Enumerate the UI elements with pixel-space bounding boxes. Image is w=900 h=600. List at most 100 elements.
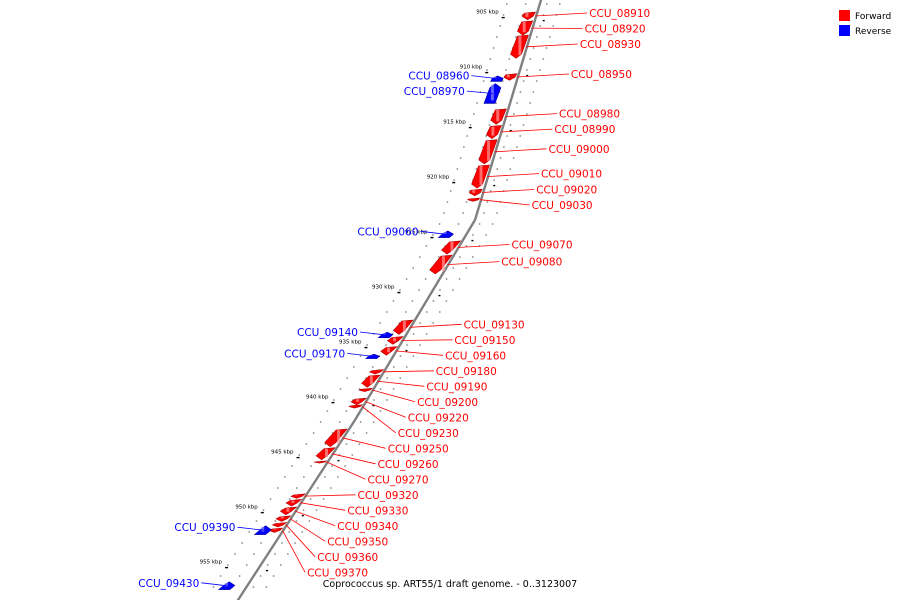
guide-dot <box>412 333 415 335</box>
guide-dot <box>465 267 468 269</box>
guide-dot <box>419 322 422 324</box>
guide-dot <box>515 36 517 38</box>
gene-label: CCU_09000 <box>549 144 610 156</box>
guide-dot <box>502 14 505 16</box>
gene-highlight <box>479 166 483 186</box>
gene-label: CCU_09250 <box>388 443 449 455</box>
guide-dot <box>509 124 512 126</box>
gene-label: CCU_09080 <box>501 257 562 269</box>
gene-label: CCU_09350 <box>327 536 388 548</box>
guide-dot <box>265 586 268 588</box>
guide-dot <box>392 300 395 302</box>
guide-dot <box>529 58 532 60</box>
guide-dot <box>505 69 507 71</box>
guide-dot <box>542 58 545 60</box>
gene-arrow <box>268 527 284 533</box>
gene-highlight <box>490 84 494 101</box>
gene-highlight <box>450 241 454 252</box>
guide-dot <box>392 366 395 368</box>
gene-highlight <box>487 140 491 161</box>
gene-label: CCU_09030 <box>532 200 593 212</box>
genome-caption: Coprococcus sp. ART55/1 draft genome. - … <box>323 579 577 590</box>
tick-label: 950 kbp <box>235 505 258 511</box>
guide-dot <box>462 212 464 214</box>
guide-dot <box>399 377 402 379</box>
guide-dot <box>486 69 488 71</box>
guide-dot <box>339 388 342 390</box>
guide-dot <box>545 47 548 49</box>
gene-arrow <box>313 460 328 464</box>
gene-label: CCU_09330 <box>347 505 408 517</box>
guide-dot <box>418 256 421 258</box>
gene-highlight <box>369 376 373 385</box>
genome-backbone <box>236 0 543 600</box>
gene-label: CCU_09170 <box>284 348 345 360</box>
tick-label: 930 kbp <box>372 285 395 291</box>
tick-label: 955 kbp <box>200 560 223 566</box>
guide-dot <box>539 25 542 27</box>
gene-arrow <box>358 387 373 392</box>
guide-dot <box>288 498 291 500</box>
guide-dot <box>295 487 298 489</box>
guide-dot <box>386 399 388 401</box>
guide-dot <box>526 69 528 71</box>
guide-dot <box>295 520 298 522</box>
gene-label: CCU_09230 <box>398 428 459 440</box>
guide-dot <box>359 421 362 423</box>
gene-leader-line <box>326 461 366 480</box>
gene-highlight <box>337 430 341 444</box>
guide-dot <box>432 322 435 324</box>
gene-leader-line <box>409 323 462 328</box>
guide-dot <box>432 300 435 302</box>
gene-label: CCU_09320 <box>358 490 419 502</box>
guide-dot <box>308 520 311 522</box>
guide-dot <box>438 223 441 225</box>
guide-dot <box>241 542 244 544</box>
gene-label: CCU_09060 <box>357 226 418 238</box>
guide-dot <box>489 190 492 192</box>
gene-arrow <box>521 11 536 21</box>
gene-arrow <box>468 188 483 197</box>
guide-dot <box>333 399 335 401</box>
gene-leader-line <box>457 244 510 248</box>
gene-leader-line <box>201 582 228 587</box>
guide-dot <box>238 575 241 577</box>
guide-dot <box>324 476 326 478</box>
gene-leader-line <box>342 437 386 449</box>
guide-dot <box>316 487 319 489</box>
guide-dot <box>459 157 462 159</box>
guide-dot <box>338 421 341 423</box>
guide-dot <box>539 69 541 71</box>
gene-highlight <box>506 74 510 78</box>
guide-dot <box>371 366 374 368</box>
gene-label: CCU_09150 <box>454 335 515 347</box>
gene-leader-line <box>401 339 453 341</box>
guide-dot <box>294 542 296 544</box>
guide-dot <box>386 377 389 379</box>
guide-dot <box>379 322 382 324</box>
guide-dot <box>379 410 382 412</box>
guide-dot <box>535 80 538 82</box>
gene-leader-line <box>480 199 530 206</box>
guide-dot <box>310 465 312 467</box>
gene-highlight <box>518 36 522 56</box>
gene-highlight <box>443 232 447 235</box>
legend-label-reverse: Reverse <box>855 27 892 37</box>
guide-dot <box>524 3 527 5</box>
gene-label: CCU_09140 <box>297 327 358 339</box>
guide-dot <box>506 135 509 137</box>
guide-dot <box>516 146 518 148</box>
guide-dot <box>443 212 445 214</box>
guide-dot <box>315 509 318 511</box>
gene-leader-line <box>289 518 326 542</box>
legend-swatch-forward <box>839 10 850 21</box>
gene-arrow <box>368 369 385 375</box>
guide-dot <box>352 432 355 434</box>
tick-label: 910 kbp <box>460 65 483 71</box>
guide-dot <box>279 564 282 566</box>
guide-dot <box>260 542 262 544</box>
gene-leader-line <box>447 261 500 265</box>
guide-dot <box>404 311 407 313</box>
guide-dot <box>226 564 229 566</box>
guide-dot <box>492 47 495 49</box>
